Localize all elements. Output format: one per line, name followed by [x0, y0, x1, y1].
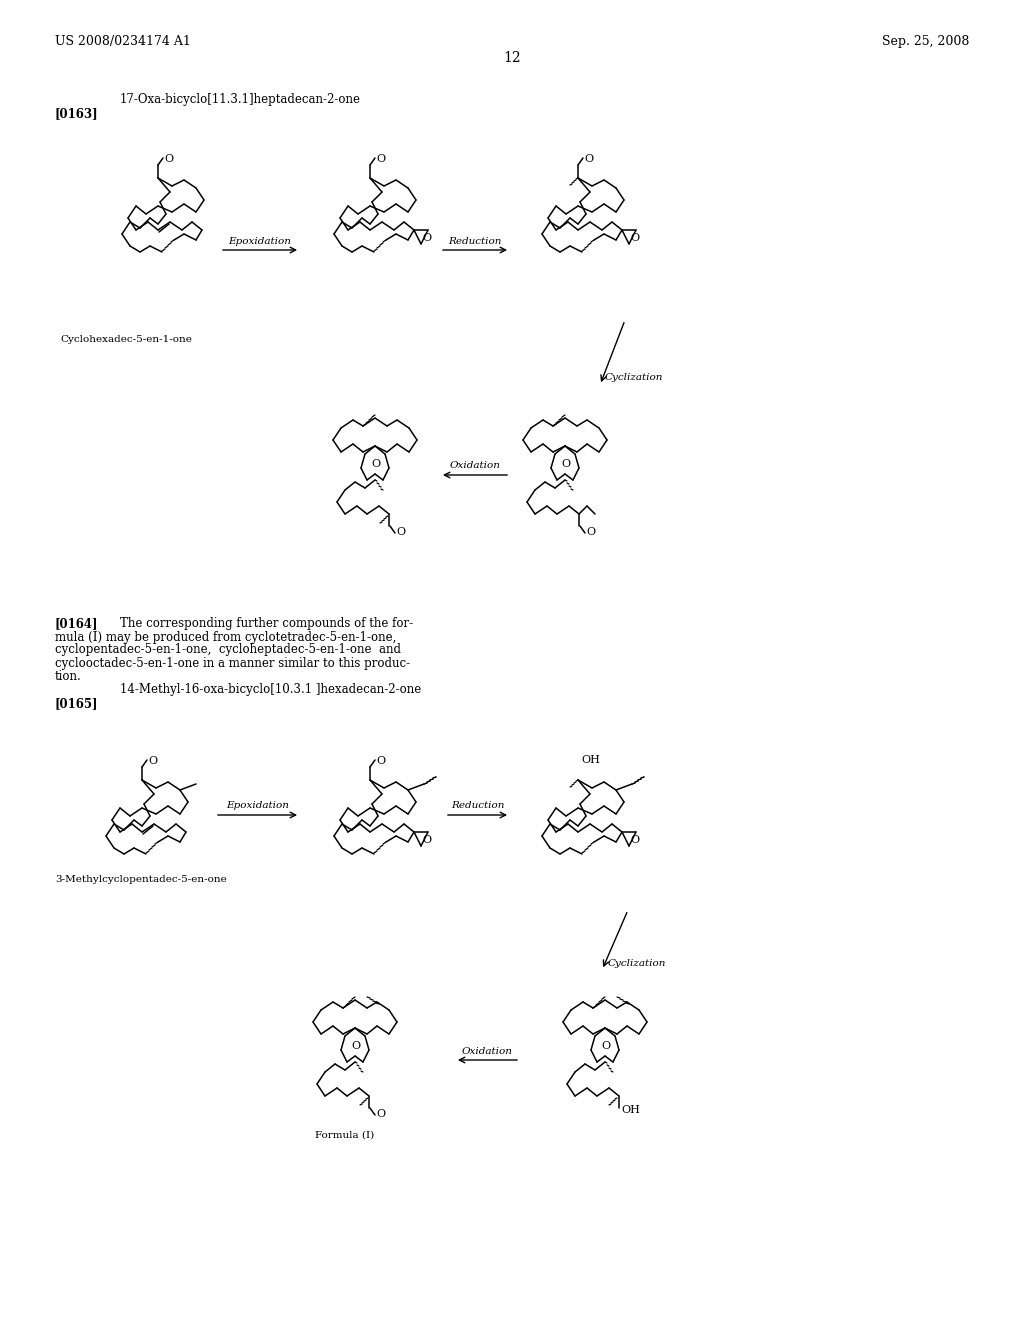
Text: Cyclohexadec-5-en-1-one: Cyclohexadec-5-en-1-one	[60, 335, 191, 345]
Text: OH: OH	[581, 755, 600, 766]
Text: O: O	[376, 154, 385, 164]
Text: O: O	[561, 459, 570, 469]
Text: OH: OH	[621, 1105, 640, 1115]
Text: Cyclization: Cyclization	[608, 958, 667, 968]
Text: O: O	[148, 756, 157, 766]
Text: [0163]: [0163]	[55, 107, 98, 120]
Text: tion.: tion.	[55, 669, 82, 682]
Text: Epoxidation: Epoxidation	[226, 801, 289, 810]
Text: 12: 12	[503, 51, 521, 65]
Text: O: O	[601, 1041, 610, 1051]
Text: Formula (I): Formula (I)	[315, 1130, 374, 1139]
Text: US 2008/0234174 A1: US 2008/0234174 A1	[55, 36, 190, 49]
Text: O: O	[584, 154, 593, 164]
Text: Epoxidation: Epoxidation	[228, 236, 292, 246]
Text: O: O	[396, 527, 406, 537]
Text: O: O	[376, 1109, 385, 1119]
Text: 3-Methylcyclopentadec-5-en-one: 3-Methylcyclopentadec-5-en-one	[55, 875, 226, 884]
Text: O: O	[164, 154, 173, 164]
Text: [0165]: [0165]	[55, 697, 98, 710]
Text: Cyclization: Cyclization	[605, 374, 664, 383]
Text: Oxidation: Oxidation	[450, 462, 501, 470]
Text: The corresponding further compounds of the for-: The corresponding further compounds of t…	[120, 618, 413, 631]
Text: O: O	[586, 527, 595, 537]
Text: Oxidation: Oxidation	[462, 1047, 513, 1056]
Text: O: O	[422, 836, 431, 845]
Text: Reduction: Reduction	[451, 801, 504, 810]
Text: O: O	[376, 756, 385, 766]
Text: mula (I) may be produced from cyclotetradec-5-en-1-one,: mula (I) may be produced from cyclotetra…	[55, 631, 396, 644]
Text: cyclooctadec-5-en-1-one in a manner similar to this produc-: cyclooctadec-5-en-1-one in a manner simi…	[55, 656, 411, 669]
Text: [0164]: [0164]	[55, 618, 98, 631]
Text: 17-Oxa-bicyclo[11.3.1]heptadecan-2-one: 17-Oxa-bicyclo[11.3.1]heptadecan-2-one	[120, 94, 361, 107]
Text: O: O	[630, 836, 639, 845]
Text: Sep. 25, 2008: Sep. 25, 2008	[882, 36, 969, 49]
Text: O: O	[422, 234, 431, 243]
Text: O: O	[630, 234, 639, 243]
Text: Reduction: Reduction	[449, 236, 502, 246]
Text: O: O	[351, 1041, 360, 1051]
Text: cyclopentadec-5-en-1-one,  cycloheptadec-5-en-1-one  and: cyclopentadec-5-en-1-one, cycloheptadec-…	[55, 644, 401, 656]
Text: 14-Methyl-16-oxa-bicyclo[10.3.1 ]hexadecan-2-one: 14-Methyl-16-oxa-bicyclo[10.3.1 ]hexadec…	[120, 684, 421, 697]
Text: O: O	[372, 459, 381, 469]
